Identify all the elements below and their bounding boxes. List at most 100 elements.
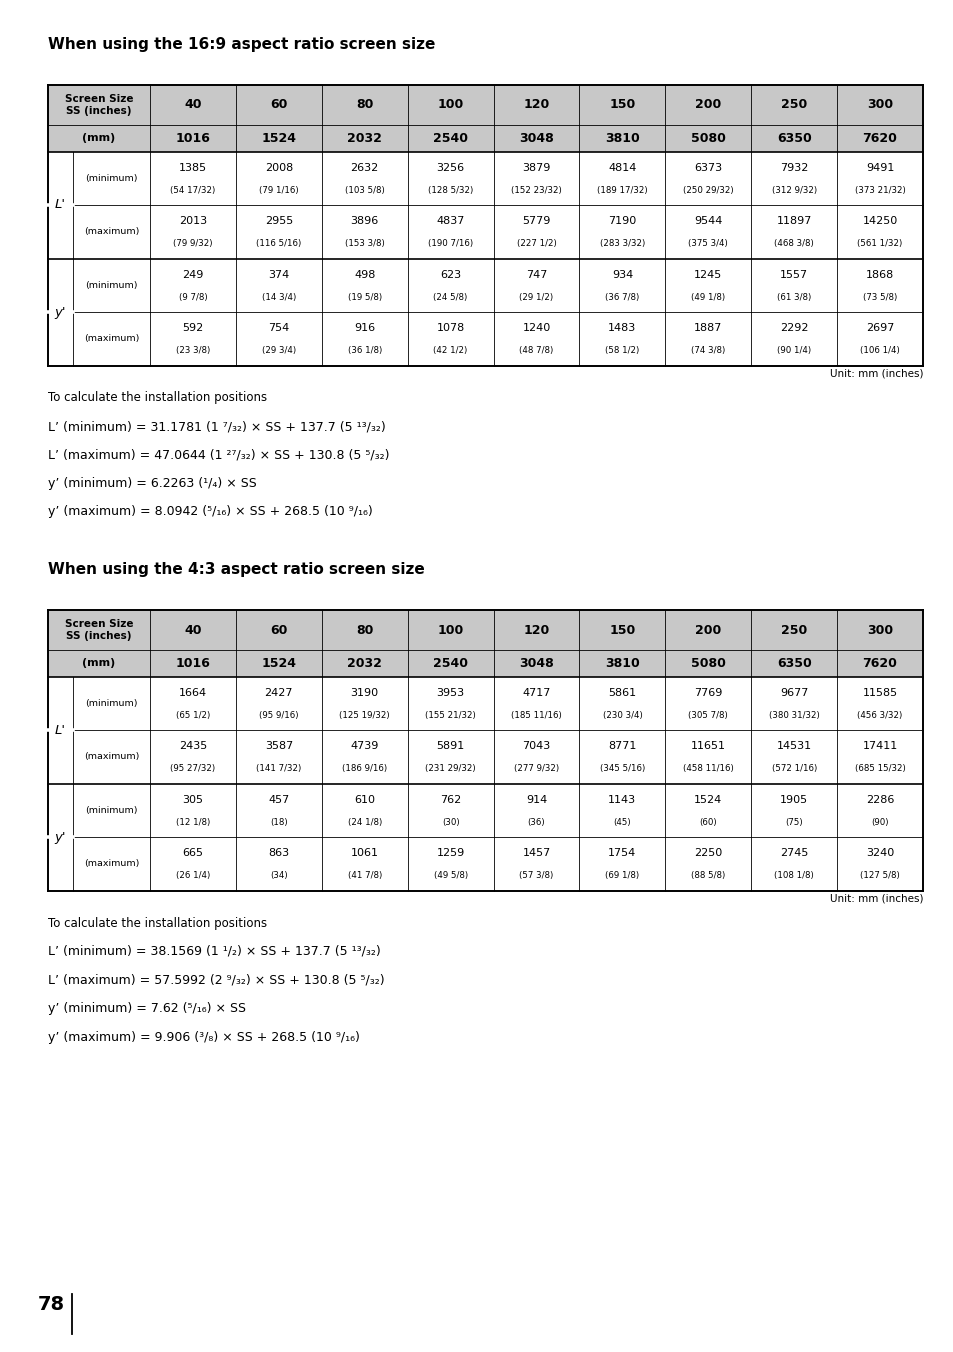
Text: (561 1/32): (561 1/32) <box>857 239 902 247</box>
Text: 7769: 7769 <box>694 688 721 698</box>
Text: Screen Size
SS (inches): Screen Size SS (inches) <box>65 93 133 116</box>
Text: (maximum): (maximum) <box>84 227 139 237</box>
Text: 2435: 2435 <box>178 741 207 752</box>
Text: (230 3/4): (230 3/4) <box>602 711 641 719</box>
Text: 300: 300 <box>866 99 892 111</box>
Text: When using the 16:9 aspect ratio screen size: When using the 16:9 aspect ratio screen … <box>48 37 435 51</box>
Text: 1524: 1524 <box>261 657 296 669</box>
Text: 150: 150 <box>609 623 635 637</box>
Text: (61 3/8): (61 3/8) <box>777 292 810 301</box>
Text: (456 3/32): (456 3/32) <box>857 711 902 719</box>
Text: 3810: 3810 <box>604 657 639 669</box>
Text: 2292: 2292 <box>780 323 807 333</box>
Text: (88 5/8): (88 5/8) <box>690 871 724 880</box>
Text: (189 17/32): (189 17/32) <box>597 185 647 195</box>
Text: Screen Size
SS (inches): Screen Size SS (inches) <box>65 619 133 641</box>
Text: (186 9/16): (186 9/16) <box>342 764 387 773</box>
Text: (345 5/16): (345 5/16) <box>599 764 644 773</box>
Text: 2632: 2632 <box>351 162 378 173</box>
Text: (26 1/4): (26 1/4) <box>175 871 210 880</box>
Text: (458 11/16): (458 11/16) <box>682 764 733 773</box>
Text: (128 5/32): (128 5/32) <box>428 185 473 195</box>
Text: (75): (75) <box>784 818 802 826</box>
Text: 200: 200 <box>695 99 720 111</box>
Text: (380 31/32): (380 31/32) <box>768 711 819 719</box>
Text: 5779: 5779 <box>521 216 550 226</box>
Text: (24 5/8): (24 5/8) <box>433 292 467 301</box>
Text: 2745: 2745 <box>780 848 807 859</box>
Text: L’ (minimum) = 38.1569 (1 ¹/₂) × SS + 137.7 (5 ¹³/₃₂): L’ (minimum) = 38.1569 (1 ¹/₂) × SS + 13… <box>48 945 380 959</box>
Text: (maximum): (maximum) <box>84 752 139 761</box>
Text: 7043: 7043 <box>522 741 550 752</box>
Text: (108 1/8): (108 1/8) <box>774 871 813 880</box>
Text: 4717: 4717 <box>521 688 550 698</box>
Text: 1524: 1524 <box>694 795 721 804</box>
Text: 1259: 1259 <box>436 848 464 859</box>
Text: 2008: 2008 <box>264 162 293 173</box>
Text: 7190: 7190 <box>608 216 636 226</box>
Text: 6350: 6350 <box>776 131 811 145</box>
Text: (74 3/8): (74 3/8) <box>690 346 724 356</box>
Text: When using the 4:3 aspect ratio screen size: When using the 4:3 aspect ratio screen s… <box>48 562 424 577</box>
Text: (minimum): (minimum) <box>85 174 137 183</box>
Text: (685 15/32): (685 15/32) <box>854 764 904 773</box>
Text: 1664: 1664 <box>179 688 207 698</box>
Text: 1016: 1016 <box>175 657 211 669</box>
Text: y': y' <box>54 306 66 319</box>
Text: (231 29/32): (231 29/32) <box>425 764 476 773</box>
Text: (65 1/2): (65 1/2) <box>175 711 210 719</box>
Text: y’ (minimum) = 7.62 (⁵/₁₆) × SS: y’ (minimum) = 7.62 (⁵/₁₆) × SS <box>48 1002 246 1015</box>
Text: Unit: mm (inches): Unit: mm (inches) <box>828 369 923 379</box>
Text: (48 7/8): (48 7/8) <box>518 346 553 356</box>
Text: 120: 120 <box>523 99 549 111</box>
Text: 8771: 8771 <box>608 741 636 752</box>
Bar <box>48 85 923 365</box>
Text: 1524: 1524 <box>261 131 296 145</box>
Text: (49 5/8): (49 5/8) <box>433 871 467 880</box>
Text: 3190: 3190 <box>351 688 378 698</box>
Text: (153 3/8): (153 3/8) <box>344 239 384 247</box>
Text: 1887: 1887 <box>694 323 721 333</box>
Text: 80: 80 <box>355 623 373 637</box>
Text: 610: 610 <box>354 795 375 804</box>
Text: 6373: 6373 <box>694 162 721 173</box>
Text: 1457: 1457 <box>522 848 550 859</box>
Text: (116 5/16): (116 5/16) <box>256 239 301 247</box>
Text: 1016: 1016 <box>175 131 211 145</box>
Text: 498: 498 <box>354 269 375 280</box>
Text: (141 7/32): (141 7/32) <box>256 764 301 773</box>
Text: 592: 592 <box>182 323 203 333</box>
Text: (minimum): (minimum) <box>85 699 137 707</box>
Text: (36 1/8): (36 1/8) <box>347 346 381 356</box>
Text: (mm): (mm) <box>82 134 115 143</box>
Text: 11585: 11585 <box>862 688 897 698</box>
Text: 1061: 1061 <box>351 848 378 859</box>
Text: (42 1/2): (42 1/2) <box>433 346 467 356</box>
Text: (23 3/8): (23 3/8) <box>175 346 210 356</box>
Text: 3953: 3953 <box>436 688 464 698</box>
Text: 934: 934 <box>611 269 633 280</box>
Text: (95 27/32): (95 27/32) <box>171 764 215 773</box>
Text: 40: 40 <box>184 99 201 111</box>
Text: 200: 200 <box>695 623 720 637</box>
Text: 80: 80 <box>355 99 373 111</box>
Text: 3896: 3896 <box>351 216 378 226</box>
Text: (19 5/8): (19 5/8) <box>347 292 381 301</box>
Text: 1557: 1557 <box>780 269 807 280</box>
Text: (41 7/8): (41 7/8) <box>347 871 381 880</box>
Text: L’ (maximum) = 47.0644 (1 ²⁷/₃₂) × SS + 130.8 (5 ⁵/₃₂): L’ (maximum) = 47.0644 (1 ²⁷/₃₂) × SS + … <box>48 449 389 461</box>
Text: 2540: 2540 <box>433 657 468 669</box>
Text: 916: 916 <box>354 323 375 333</box>
Text: 2032: 2032 <box>347 131 382 145</box>
Text: 2013: 2013 <box>179 216 207 226</box>
Text: 17411: 17411 <box>862 741 897 752</box>
Text: 3256: 3256 <box>436 162 464 173</box>
Text: 747: 747 <box>525 269 547 280</box>
Text: y': y' <box>54 830 66 844</box>
Bar <box>48 610 923 891</box>
Text: 250: 250 <box>781 99 806 111</box>
Text: y’ (maximum) = 8.0942 (⁵/₁₆) × SS + 268.5 (10 ⁹/₁₆): y’ (maximum) = 8.0942 (⁵/₁₆) × SS + 268.… <box>48 506 373 519</box>
Text: (9 7/8): (9 7/8) <box>178 292 207 301</box>
Text: 2540: 2540 <box>433 131 468 145</box>
Text: (minimum): (minimum) <box>85 806 137 815</box>
